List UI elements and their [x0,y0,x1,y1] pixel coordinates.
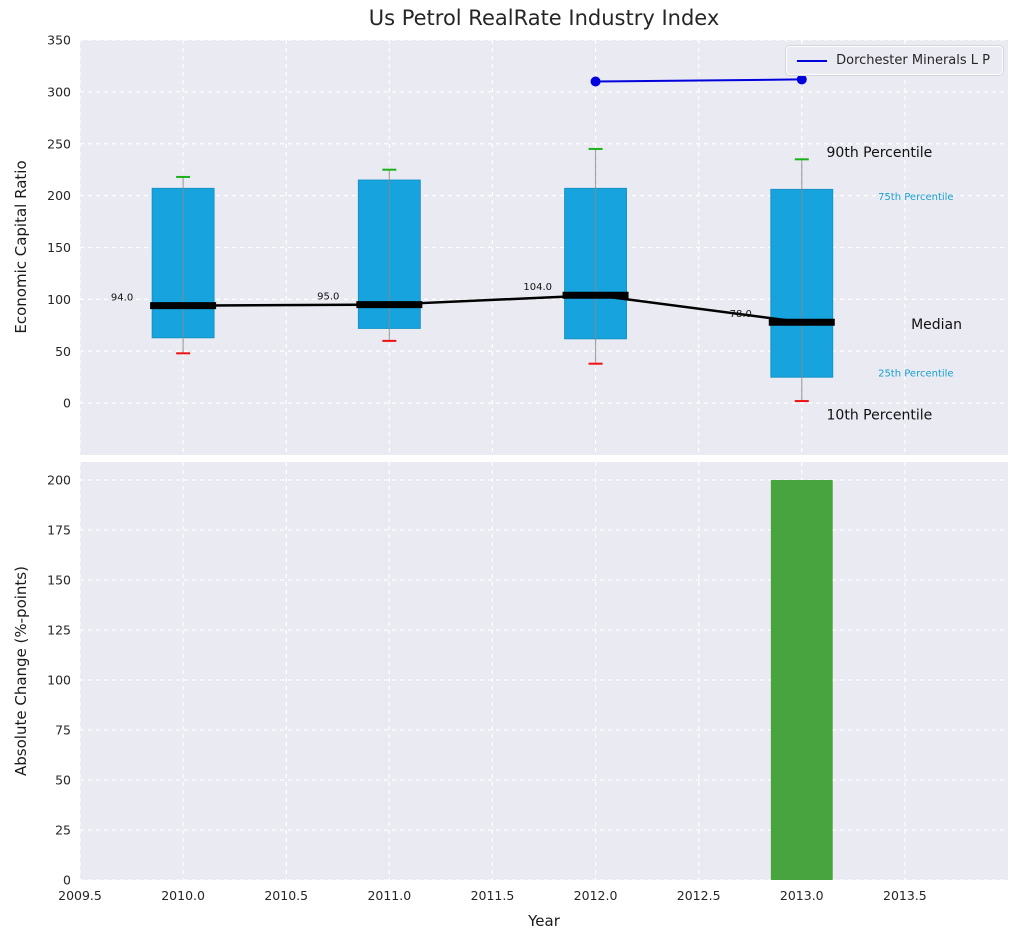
x-tick-label: 2011.5 [471,888,515,903]
y-tick-label-top: 350 [47,33,71,48]
y-tick-label-top: 100 [47,292,71,307]
y-tick-label-top: 0 [63,396,71,411]
x-tick-label: 2013.0 [780,888,824,903]
y-tick-label-bottom: 175 [47,523,71,538]
chart-title: Us Petrol RealRate Industry Index [368,6,720,30]
y-tick-label-top: 250 [47,136,71,151]
median-value-label: 94.0 [111,292,133,303]
y-tick-label-bottom: 150 [47,573,71,588]
y-tick-label-top: 50 [55,344,71,359]
percentile-annotation: 90th Percentile [827,145,933,161]
percentile-annotation: 10th Percentile [827,407,933,423]
company-marker [796,74,807,85]
y-tick-label-top: 150 [47,240,71,255]
x-tick-label: 2013.5 [883,888,927,903]
x-tick-label: 2009.5 [58,888,102,903]
median-value-label: 95.0 [317,291,339,302]
percentile-annotation: 75th Percentile [878,192,954,203]
percentile-annotation: 25th Percentile [878,369,954,380]
median-value-label: 78.0 [730,309,752,320]
x-tick-label: 2012.0 [574,888,618,903]
y-tick-label-bottom: 75 [55,723,71,738]
y-tick-label-top: 200 [47,188,71,203]
x-tick-label: 2011.0 [367,888,411,903]
y-tick-label-bottom: 200 [47,473,71,488]
x-tick-label: 2010.0 [161,888,205,903]
median-value-label: 104.0 [523,282,552,293]
x-tick-label: 2010.5 [264,888,308,903]
change-bar [770,480,833,880]
legend: Dorchester Minerals L P [786,46,1003,75]
x-axis-label: Year [528,912,560,930]
bottom-panel-background [80,462,1008,880]
y-tick-label-bottom: 25 [55,823,71,838]
company-line [595,78,802,83]
y-axis-label-bottom: Absolute Change (%-points) [12,566,30,776]
company-marker [590,76,601,87]
legend-line-icon [797,59,828,62]
y-tick-label-bottom: 125 [47,623,71,638]
y-tick-label-bottom: 0 [63,873,71,888]
y-tick-label-bottom: 50 [55,773,71,788]
legend-label: Dorchester Minerals L P [836,53,990,68]
y-tick-label-top: 300 [47,84,71,99]
percentile-annotation: Median [911,317,962,333]
y-tick-label-bottom: 100 [47,673,71,688]
median-connector-line [183,293,802,324]
y-axis-label-top: Economic Capital Ratio [12,160,30,334]
x-tick-label: 2012.5 [677,888,721,903]
